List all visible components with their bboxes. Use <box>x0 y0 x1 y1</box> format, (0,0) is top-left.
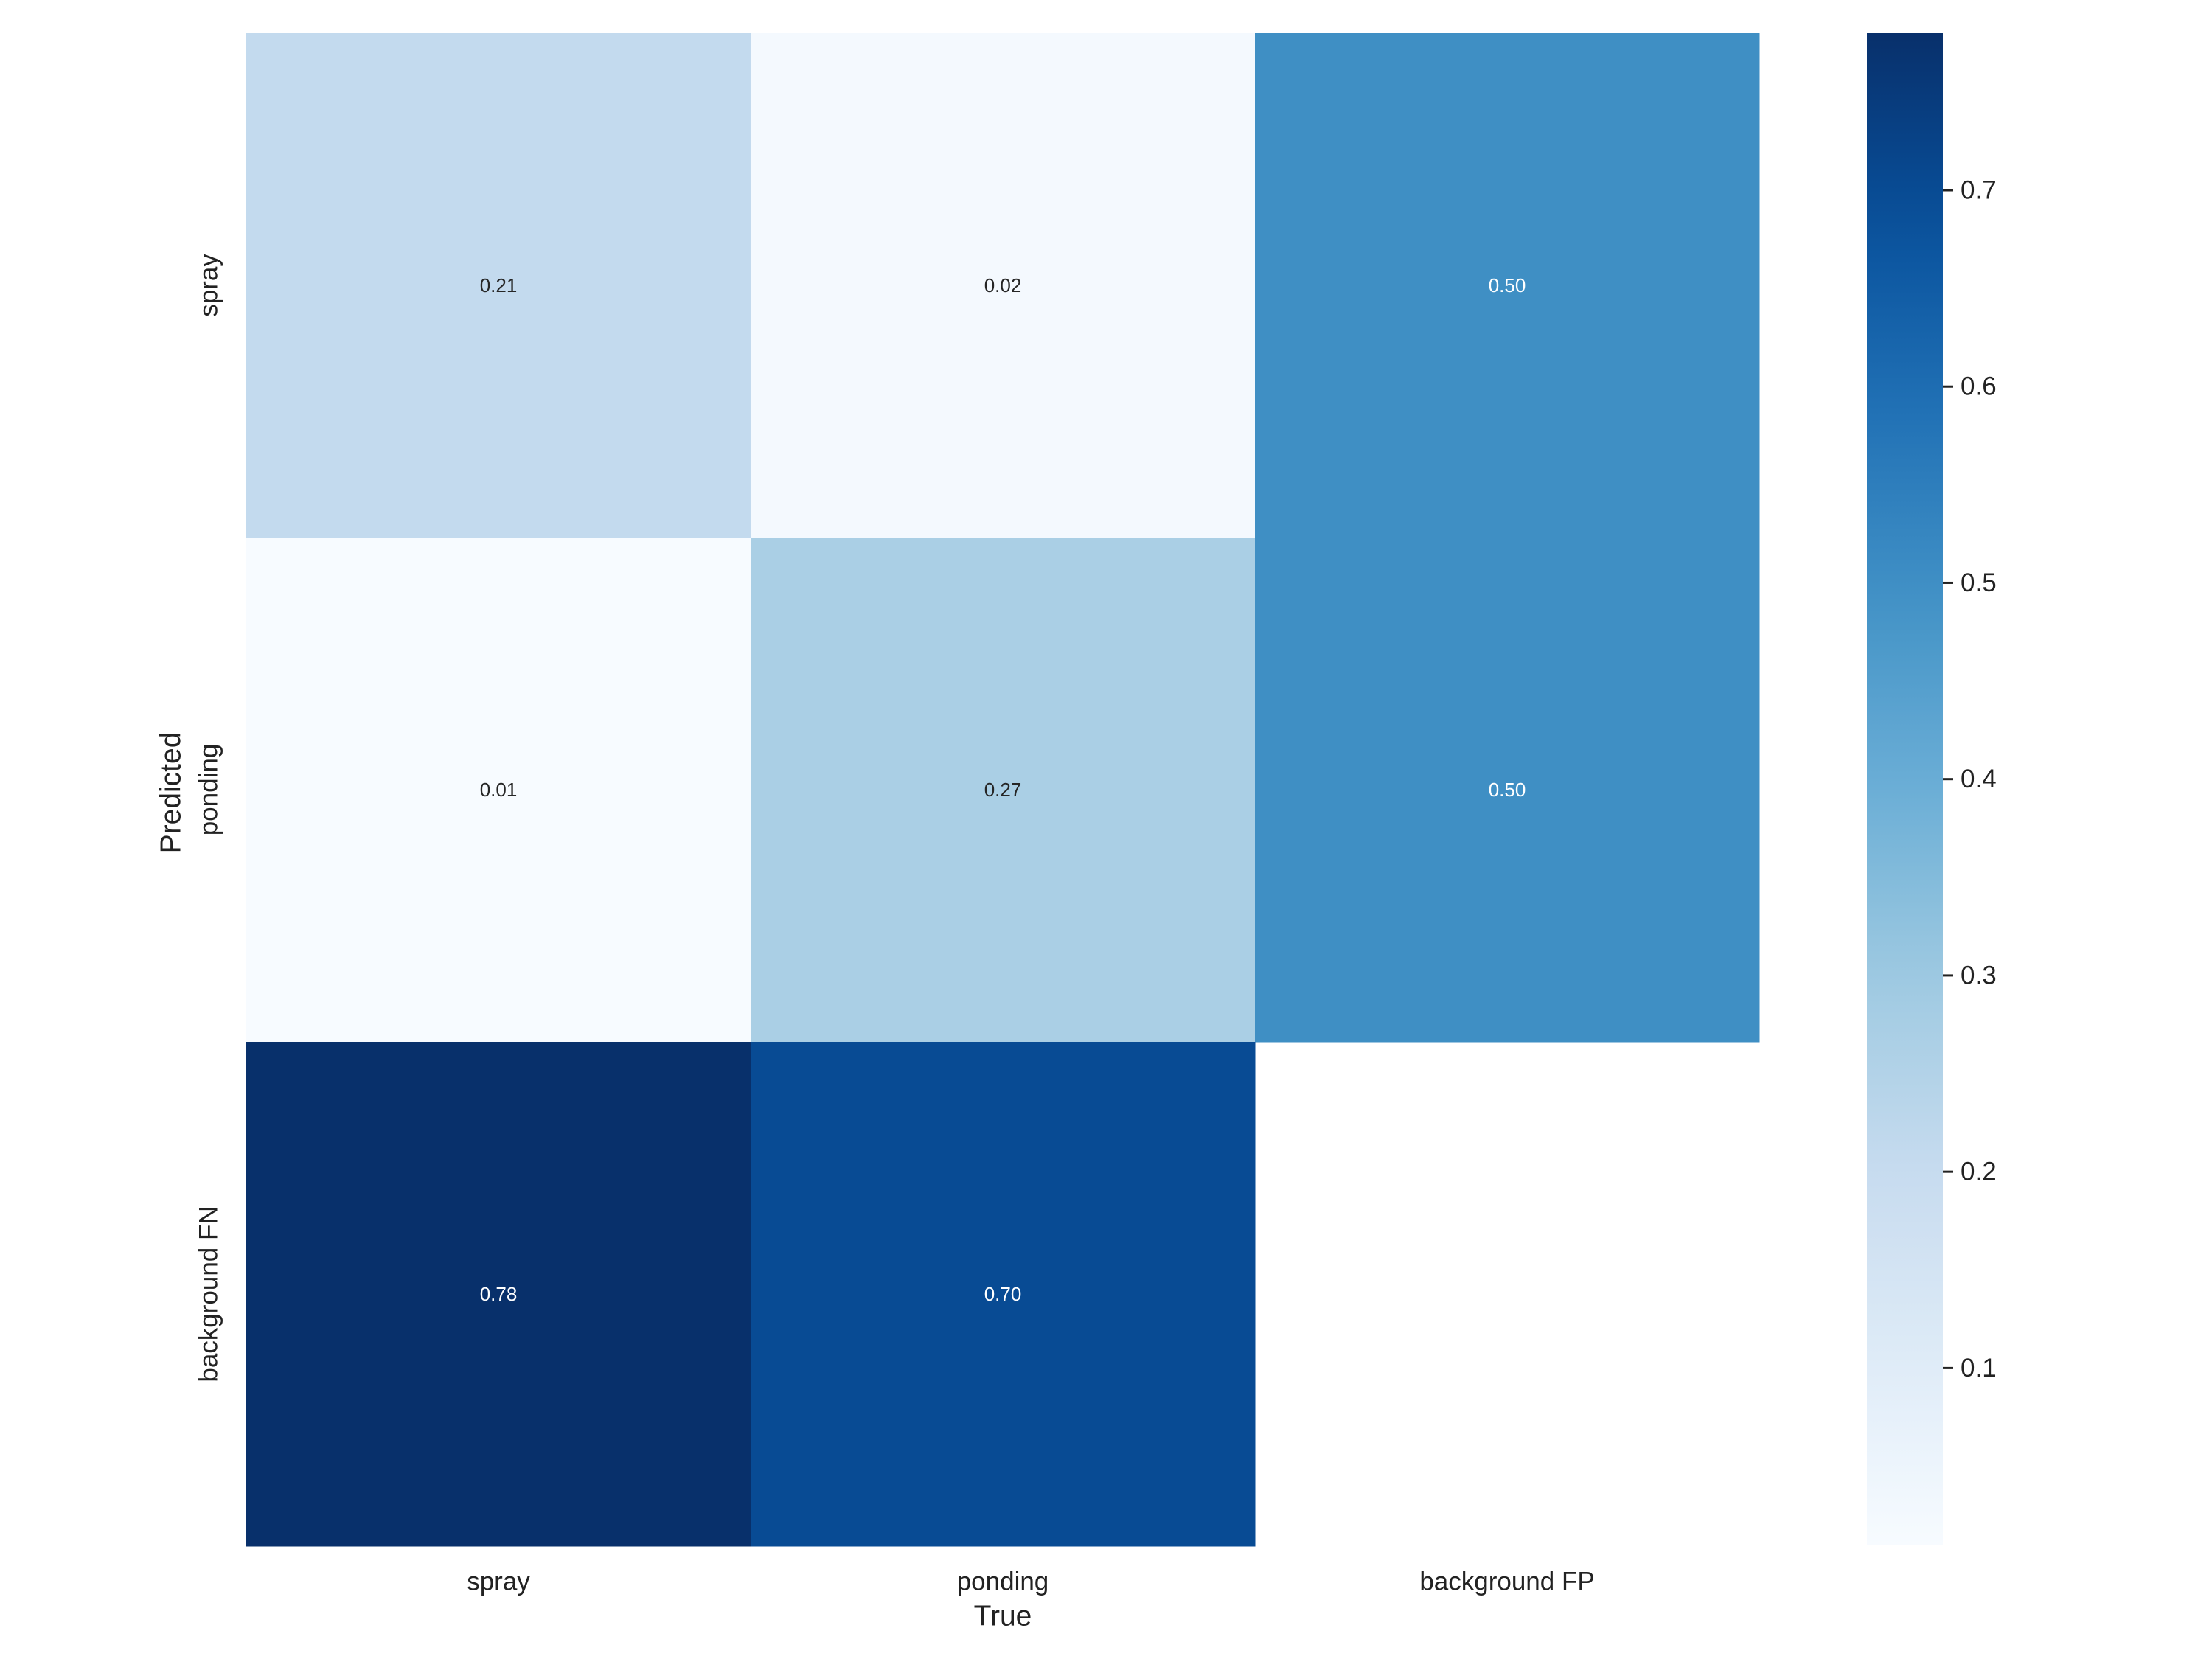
heatmap-cell-1-2 <box>1255 538 1760 1043</box>
cell-value-label-1-2: 0.50 <box>1489 779 1526 801</box>
heatmap-cells <box>246 33 1760 1547</box>
y-tick-label: ponding <box>195 744 223 836</box>
x-axis-title: True <box>974 1601 1032 1632</box>
colorbar-tick-label: 0.4 <box>1961 765 1997 793</box>
cell-value-label-1-1: 0.27 <box>984 779 1022 801</box>
y-axis-tick-labels: spray ponding background FN <box>195 254 223 1382</box>
colorbar-tick-label: 0.1 <box>1961 1354 1997 1382</box>
y-tick-label: spray <box>195 254 223 317</box>
heatmap-cell-2-0 <box>246 1042 751 1547</box>
x-tick-label: background FP <box>1419 1568 1594 1596</box>
x-axis-tick-labels: spray ponding background FP <box>467 1568 1594 1596</box>
y-axis-title: Predicted <box>156 732 187 854</box>
colorbar-tick-label: 0.2 <box>1961 1158 1997 1186</box>
heatmap-cell-0-2 <box>1255 33 1760 538</box>
colorbar-tick-label: 0.7 <box>1961 175 1997 204</box>
colorbar-tick-label: 0.5 <box>1961 568 1997 597</box>
cell-value-label-1-0: 0.01 <box>480 779 518 801</box>
colorbar-tick-label: 0.6 <box>1961 372 1997 401</box>
colorbar-tick-label: 0.3 <box>1961 961 1997 990</box>
cell-value-label-0-2: 0.50 <box>1489 274 1526 296</box>
heatmap-cell-2-1 <box>751 1042 1256 1547</box>
colorbar: 0.1 0.2 0.3 0.4 0.5 0.6 0.7 <box>1867 33 1997 1545</box>
heatmap-cell-labels: 0.21 0.02 0.50 0.01 0.27 0.50 0.78 0.70 <box>480 274 1526 1305</box>
heatmap-cell-1-1 <box>751 538 1256 1043</box>
colorbar-ticks: 0.1 0.2 0.3 0.4 0.5 0.6 0.7 <box>1943 175 1997 1382</box>
y-tick-label: background FN <box>195 1206 223 1382</box>
cell-value-label-2-0: 0.78 <box>480 1283 518 1305</box>
x-tick-label: ponding <box>957 1568 1049 1596</box>
cell-value-label-0-1: 0.02 <box>984 274 1022 296</box>
heatmap-cell-0-0 <box>246 33 751 538</box>
heatmap-cell-0-1 <box>751 33 1256 538</box>
cell-value-label-2-1: 0.70 <box>984 1283 1022 1305</box>
cell-value-label-0-0: 0.21 <box>480 274 518 296</box>
heatmap-cell-1-0 <box>246 538 751 1043</box>
x-tick-label: spray <box>467 1568 530 1596</box>
colorbar-gradient <box>1867 33 1943 1545</box>
